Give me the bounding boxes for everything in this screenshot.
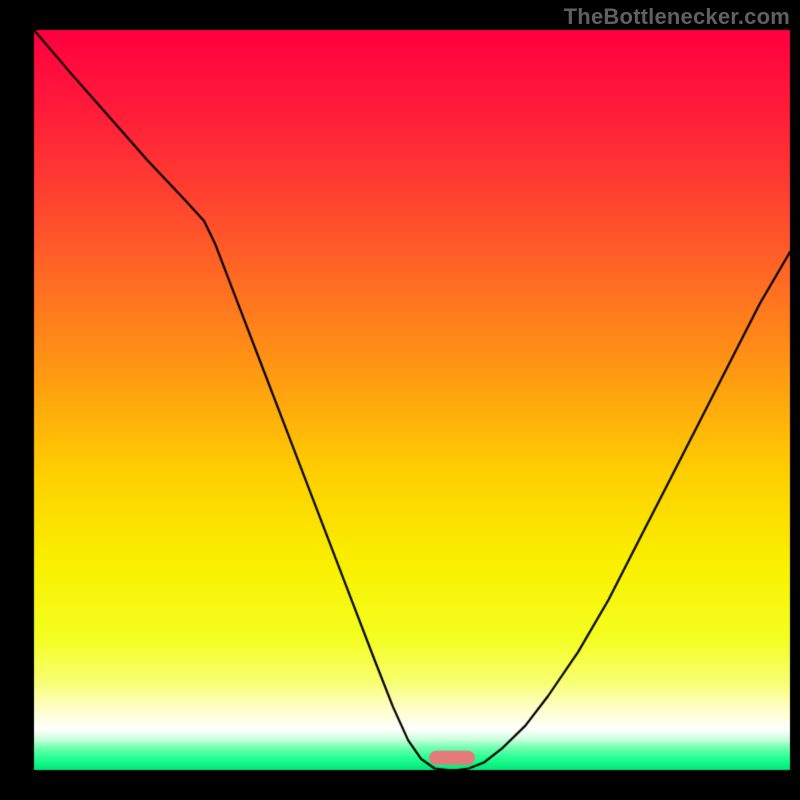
bottleneck-chart-canvas	[0, 0, 800, 800]
chart-container: TheBottlenecker.com	[0, 0, 800, 800]
watermark-text: TheBottlenecker.com	[564, 4, 790, 30]
